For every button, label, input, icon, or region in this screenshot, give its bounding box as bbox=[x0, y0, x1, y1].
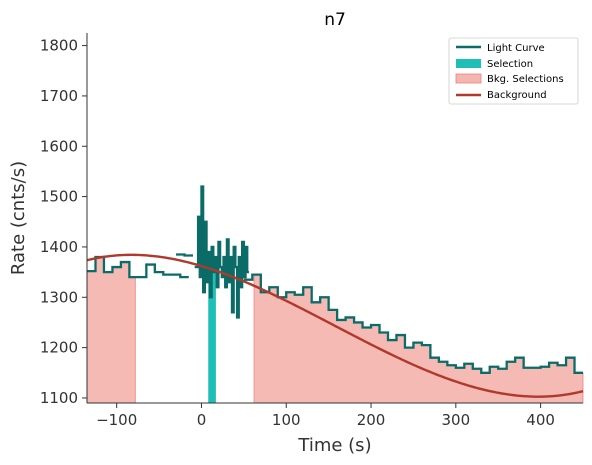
legend-entry-light-curve: Light Curve bbox=[456, 43, 545, 54]
y-tick-label: 1400 bbox=[40, 238, 78, 256]
x-tick-label: 300 bbox=[442, 411, 471, 429]
y-tick-label: 1600 bbox=[40, 137, 78, 155]
legend-swatch-selection bbox=[456, 59, 481, 68]
y-tick-label: 1300 bbox=[40, 288, 78, 306]
y-tick-label: 1100 bbox=[40, 389, 78, 407]
plot-area: −100 0 100 200 300 400 1100 1200 1300 1400 1500 160… bbox=[40, 33, 584, 429]
y-tick-label: 1500 bbox=[40, 188, 78, 206]
x-tick-label: 100 bbox=[272, 411, 301, 429]
legend-label-background: Background bbox=[487, 90, 547, 101]
y-tick-label: 1800 bbox=[40, 37, 78, 55]
legend: Light Curve Selection Bkg. Selections Ba… bbox=[448, 37, 579, 105]
legend-label-selection: Selection bbox=[487, 59, 533, 70]
x-tick-label: 400 bbox=[526, 411, 555, 429]
x-axis-label: Time (s) bbox=[297, 435, 371, 456]
source-selection-region bbox=[208, 246, 216, 403]
light-curve-segment-1 bbox=[176, 253, 193, 257]
legend-entry-background: Background bbox=[456, 90, 547, 101]
legend-entry-selection: Selection bbox=[456, 59, 533, 70]
y-tick-label: 1700 bbox=[40, 87, 78, 105]
light-curve-segment-2 bbox=[194, 185, 249, 319]
legend-entry-bkg-selections: Bkg. Selections bbox=[455, 73, 564, 85]
legend-box bbox=[448, 37, 579, 105]
x-tick-label: −100 bbox=[96, 411, 137, 429]
bkg-selection-region-0 bbox=[86, 256, 136, 404]
legend-swatch-bkg-selections bbox=[455, 73, 482, 84]
legend-label-bkg-selections: Bkg. Selections bbox=[487, 74, 564, 85]
light-curve-segment-3 bbox=[243, 273, 583, 374]
y-axis-label: Rate (cnts/s) bbox=[8, 161, 29, 275]
background-fit-line bbox=[86, 253, 584, 398]
legend-label-light-curve: Light Curve bbox=[487, 43, 545, 54]
x-tick-label: 0 bbox=[197, 411, 207, 429]
light-curve-segment-0 bbox=[87, 255, 189, 279]
y-tick-label: 1200 bbox=[40, 339, 78, 357]
x-tick-label: 200 bbox=[357, 411, 386, 429]
chart-title: n7 bbox=[324, 10, 346, 30]
